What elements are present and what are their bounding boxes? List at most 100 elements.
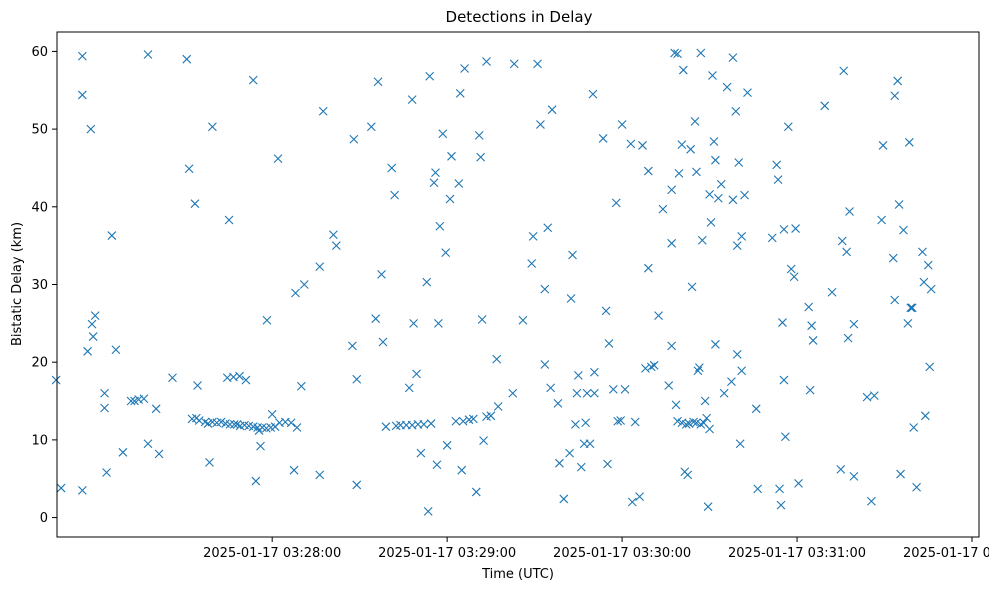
- data-point: [151, 404, 161, 414]
- data-point: [479, 436, 488, 446]
- data-point: [86, 124, 96, 134]
- data-point: [643, 263, 653, 273]
- x-tick-label: 2025-01-17 03:31:00: [728, 546, 866, 561]
- y-tick-label: 20: [31, 356, 48, 371]
- data-point: [454, 179, 464, 188]
- data-point: [390, 190, 400, 200]
- data-point: [620, 384, 630, 394]
- y-tick-label: 60: [31, 45, 48, 60]
- data-point: [732, 241, 742, 251]
- data-point: [352, 374, 362, 384]
- data-point: [700, 396, 710, 406]
- data-point: [441, 248, 451, 258]
- data-point: [536, 120, 545, 129]
- data-point: [248, 75, 258, 85]
- data-point: [419, 419, 429, 429]
- data-point: [779, 375, 789, 385]
- y-axis-label: Bistatic Delay (km): [10, 222, 25, 346]
- data-point: [775, 484, 784, 494]
- data-point: [711, 339, 720, 349]
- data-point: [613, 416, 623, 426]
- data-point: [291, 288, 300, 298]
- data-point: [601, 306, 611, 316]
- data-point: [432, 460, 442, 470]
- data-point: [262, 315, 272, 325]
- data-point: [842, 247, 852, 257]
- data-point: [888, 253, 898, 263]
- data-point: [737, 231, 747, 241]
- data-point: [208, 122, 217, 132]
- data-point: [435, 221, 445, 231]
- data-point: [416, 448, 426, 458]
- data-point: [111, 345, 121, 355]
- data-point: [387, 163, 397, 173]
- data-point: [890, 91, 900, 101]
- data-point: [154, 449, 164, 459]
- x-axis-ticks: 2025-01-17 03:28:00 2025-01-17 03:29:00 20…: [203, 537, 989, 561]
- data-point: [608, 384, 618, 394]
- data-point: [232, 419, 242, 429]
- data-point: [837, 236, 847, 246]
- data-point: [431, 168, 440, 178]
- x-tick-label: 2025-01-17 03:28:00: [203, 546, 341, 561]
- data-point: [694, 363, 704, 373]
- data-point: [919, 277, 929, 287]
- data-point: [918, 247, 927, 257]
- y-tick-label: 10: [31, 433, 48, 448]
- data-point: [772, 160, 782, 170]
- data-point: [689, 417, 698, 427]
- data-point: [906, 303, 916, 313]
- data-point: [683, 470, 693, 480]
- data-point: [843, 333, 853, 343]
- data-point: [877, 215, 886, 225]
- data-point: [296, 381, 306, 391]
- data-point: [904, 137, 914, 147]
- data-point: [508, 388, 518, 398]
- x-tick-label: 2025-01-17 03:32:00: [903, 546, 989, 561]
- data-point: [51, 375, 61, 385]
- data-point: [912, 482, 921, 492]
- data-point: [713, 193, 723, 203]
- data-point: [404, 383, 414, 393]
- data-point: [256, 441, 265, 451]
- data-point: [778, 318, 787, 327]
- data-point: [235, 371, 244, 381]
- data-point: [540, 284, 550, 294]
- x-tick-label: 2025-01-17 03:30:00: [553, 546, 691, 561]
- data-point: [329, 230, 338, 240]
- data-point: [460, 64, 470, 73]
- data-point: [671, 400, 681, 410]
- data-point: [533, 59, 542, 69]
- data-point: [705, 189, 714, 199]
- data-point: [616, 416, 626, 425]
- data-point: [509, 59, 519, 69]
- data-point: [585, 439, 595, 449]
- data-point: [617, 120, 627, 129]
- data-point: [168, 373, 177, 383]
- data-point: [286, 418, 296, 428]
- data-point: [442, 440, 452, 450]
- data-point: [373, 77, 383, 87]
- data-point: [347, 341, 357, 351]
- data-point: [299, 280, 309, 289]
- data-point: [767, 233, 777, 243]
- data-point: [869, 391, 879, 400]
- data-point: [719, 388, 729, 398]
- data-point: [734, 158, 744, 167]
- data-point: [703, 502, 713, 512]
- data-point: [315, 262, 325, 272]
- data-point: [678, 65, 688, 75]
- data-point: [727, 377, 736, 387]
- data-point: [604, 339, 614, 348]
- data-point: [381, 422, 391, 432]
- data-point: [366, 122, 376, 132]
- data-point: [780, 432, 790, 442]
- data-point: [568, 250, 577, 260]
- data-point: [241, 375, 251, 385]
- data-point: [573, 371, 583, 380]
- data-point: [546, 383, 556, 393]
- data-point: [890, 295, 900, 305]
- data-point: [77, 51, 87, 61]
- data-point: [878, 141, 888, 150]
- chart-title: Detections in Delay: [446, 8, 593, 26]
